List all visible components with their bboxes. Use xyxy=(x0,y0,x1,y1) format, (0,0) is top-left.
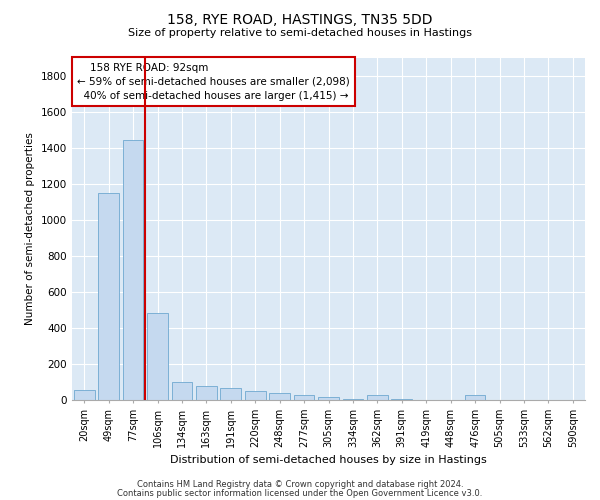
Bar xyxy=(147,314,168,400)
Bar xyxy=(367,394,388,400)
Text: 158, RYE ROAD, HASTINGS, TN35 5DD: 158, RYE ROAD, HASTINGS, TN35 5DD xyxy=(167,12,433,26)
Bar xyxy=(172,382,193,400)
Bar xyxy=(220,388,241,400)
Text: 158 RYE ROAD: 92sqm
← 59% of semi-detached houses are smaller (2,098)
  40% of s: 158 RYE ROAD: 92sqm ← 59% of semi-detach… xyxy=(77,62,350,100)
Bar xyxy=(269,393,290,400)
Bar xyxy=(196,386,217,400)
Text: Contains HM Land Registry data © Crown copyright and database right 2024.: Contains HM Land Registry data © Crown c… xyxy=(137,480,463,489)
Bar xyxy=(293,394,314,400)
Bar xyxy=(122,140,143,400)
X-axis label: Distribution of semi-detached houses by size in Hastings: Distribution of semi-detached houses by … xyxy=(170,456,487,466)
Bar xyxy=(318,398,339,400)
Bar xyxy=(245,391,266,400)
Bar xyxy=(464,394,485,400)
Text: Contains public sector information licensed under the Open Government Licence v3: Contains public sector information licen… xyxy=(118,488,482,498)
Bar xyxy=(343,398,364,400)
Bar xyxy=(74,390,95,400)
Bar xyxy=(98,192,119,400)
Y-axis label: Number of semi-detached properties: Number of semi-detached properties xyxy=(25,132,35,325)
Text: Size of property relative to semi-detached houses in Hastings: Size of property relative to semi-detach… xyxy=(128,28,472,38)
